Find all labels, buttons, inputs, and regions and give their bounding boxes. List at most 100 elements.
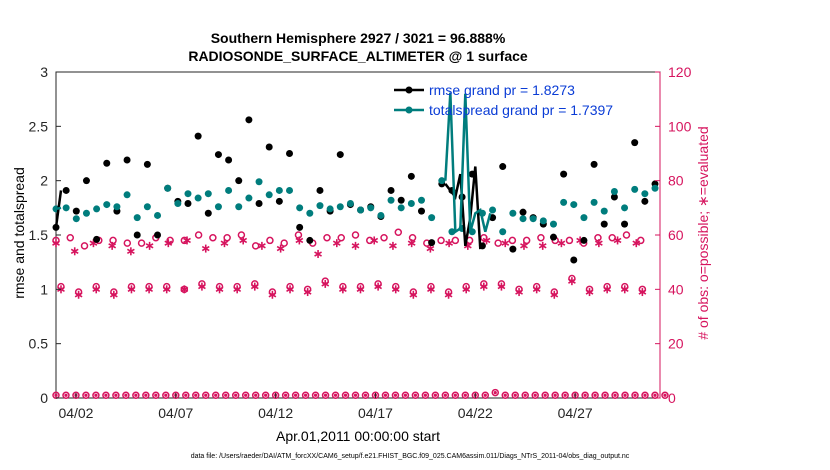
x-tick-label: 04/17	[358, 405, 393, 421]
obs-bottom-marker	[231, 391, 240, 400]
obs-evaluated-stroke	[479, 283, 488, 290]
spread-marker	[255, 178, 263, 186]
obs-bottom-marker	[311, 391, 320, 400]
obs-evaluated-marker	[215, 285, 224, 294]
obs-evaluated-stroke	[482, 237, 491, 244]
rmse-marker	[225, 156, 233, 164]
obs-evaluated-stroke	[445, 240, 453, 246]
spread-marker	[326, 205, 334, 213]
rmse-marker	[580, 236, 588, 244]
obs-evaluated-marker	[594, 239, 603, 248]
obs-bottom-dot	[94, 393, 98, 397]
obs-bottom-dot	[234, 393, 238, 397]
obs-evaluated-marker	[538, 241, 547, 250]
obs-evaluated-marker	[638, 288, 647, 297]
obs-bottom-dot	[583, 393, 587, 397]
obs-bottom-dot	[144, 393, 148, 397]
spread-marker	[519, 215, 527, 223]
obs-evaluated-marker	[391, 285, 400, 294]
chart-title: Southern Hemisphere 2927 / 3021 = 96.888…	[211, 30, 506, 46]
obs-bottom-marker	[62, 391, 70, 400]
spread-marker	[448, 228, 456, 236]
rmse-marker	[62, 186, 70, 194]
obs-evaluated-marker	[295, 236, 304, 245]
obs-bottom-marker	[241, 391, 250, 400]
spread-marker	[286, 186, 294, 194]
obs-possible-marker	[565, 236, 574, 245]
obs-evaluated-stroke	[538, 243, 547, 249]
obs-bottom-marker	[641, 391, 649, 400]
obs-possible-marker	[537, 233, 545, 242]
obs-bottom-marker	[401, 391, 410, 400]
rmse-marker	[296, 223, 304, 231]
rmse-marker	[154, 231, 162, 239]
obs-bottom-dot	[244, 393, 248, 397]
obs-evaluated-marker	[389, 241, 397, 250]
obs-bottom-marker	[92, 391, 100, 400]
obs-bottom-dot	[463, 393, 467, 397]
obs-bottom-marker	[102, 391, 110, 400]
obs-bottom-marker	[531, 391, 539, 400]
y-right-tick-label: 60	[668, 227, 684, 243]
obs-bottom-marker	[261, 391, 270, 400]
obs-possible-marker	[636, 236, 645, 245]
obs-evaluated-marker	[497, 282, 506, 291]
obs-evaluated-stroke	[164, 240, 173, 246]
rmse-marker	[560, 170, 568, 178]
obs-evaluated-stroke	[70, 248, 79, 254]
obs-bottom-dot	[453, 393, 457, 397]
obs-possible-marker	[380, 233, 388, 242]
obs-evaluated-stroke	[520, 243, 528, 249]
spread-marker	[509, 209, 517, 217]
obs-possible-marker	[66, 233, 75, 242]
obs-evaluated-stroke	[356, 286, 365, 293]
obs-bottom-dot	[483, 393, 487, 397]
spread-marker	[113, 203, 121, 211]
obs-evaluated-stroke	[407, 240, 416, 246]
obs-evaluated-stroke	[127, 286, 136, 293]
obs-bottom-dot	[294, 393, 298, 397]
obs-evaluated-stroke	[550, 292, 559, 298]
rmse-marker	[641, 197, 649, 205]
rmse-marker	[387, 186, 395, 194]
rmse-marker	[549, 233, 557, 241]
obs-possible-marker	[251, 242, 260, 250]
rmse-line	[444, 166, 482, 250]
obs-evaluated-stroke	[250, 283, 259, 290]
spread-marker	[549, 220, 557, 228]
spread-marker	[174, 199, 182, 207]
obs-evaluated-marker	[162, 285, 171, 294]
obs-evaluated-stroke	[321, 281, 330, 287]
spread-marker	[417, 196, 425, 204]
spread-marker	[357, 206, 365, 214]
obs-evaluated-stroke	[585, 289, 594, 295]
legend-spread-marker	[405, 106, 413, 114]
obs-bottom-dot	[303, 393, 308, 397]
obs-evaluated-marker	[92, 285, 101, 294]
obs-bottom-marker	[461, 391, 470, 400]
obs-evaluated-marker	[314, 250, 322, 259]
spread-marker	[296, 204, 304, 212]
obs-bottom-marker	[661, 391, 669, 400]
obs-evaluated-stroke	[444, 292, 453, 298]
obs-possible-marker	[408, 233, 417, 242]
obs-bottom-marker	[251, 391, 260, 400]
obs-evaluated-marker	[268, 290, 277, 299]
rmse-marker	[72, 207, 80, 215]
obs-evaluated-marker	[515, 288, 523, 297]
rmse-marker	[214, 151, 222, 159]
obs-evaluated-stroke	[338, 286, 347, 293]
obs-bottom-marker	[162, 391, 170, 400]
spread-marker	[641, 190, 649, 198]
obs-bottom-marker	[82, 391, 90, 400]
y-right-tick-label: 40	[668, 281, 684, 297]
obs-evaluated-marker	[286, 285, 294, 294]
obs-bottom-marker	[202, 391, 210, 400]
y-tick-label: 1	[40, 281, 48, 297]
obs-possible-marker	[494, 239, 502, 247]
obs-evaluated-stroke	[351, 243, 360, 249]
obs-evaluated-marker	[407, 239, 416, 248]
obs-bottom-marker	[321, 391, 330, 400]
obs-evaluated-stroke	[220, 240, 229, 246]
